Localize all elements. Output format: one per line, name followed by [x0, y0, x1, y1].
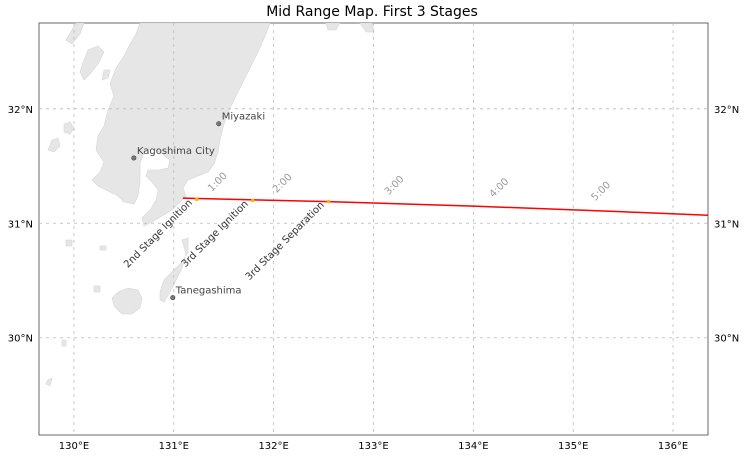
- lat-tick-label-left: 31°N: [8, 219, 33, 230]
- lat-tick-label-right: 32°N: [714, 105, 739, 116]
- land-shape: [63, 121, 75, 135]
- lon-tick-label: 131°E: [159, 441, 189, 452]
- land-shape: [45, 377, 53, 387]
- land-shape: [359, 23, 375, 33]
- land-shape: [61, 339, 67, 347]
- land-shape: [79, 45, 105, 81]
- map-title: Mid Range Map. First 3 Stages: [266, 4, 478, 20]
- lon-tick-label: 130°E: [59, 441, 89, 452]
- gridlines: [39, 23, 708, 435]
- city-label: Tanegashima: [175, 286, 242, 297]
- land-layer: [45, 23, 375, 387]
- lon-tick-label: 134°E: [458, 441, 488, 452]
- lon-tick-label: 136°E: [658, 441, 688, 452]
- stage-event-marker: [326, 199, 331, 204]
- land-shape: [99, 245, 107, 251]
- trajectory-layer: [182, 197, 708, 217]
- city-label: Kagoshima City: [137, 146, 215, 157]
- lat-tick-label-right: 31°N: [714, 219, 739, 230]
- land-shape: [101, 69, 111, 81]
- land-shape: [47, 137, 61, 153]
- lat-tick-label-left: 32°N: [8, 105, 33, 116]
- axis-ticks: 130°E 131°E 132°E 133°E 134°E 135°E 136°E 30°N 3…: [8, 105, 739, 452]
- lon-tick-label: 132°E: [258, 441, 288, 452]
- stage-event-marker: [194, 197, 199, 202]
- land-shape: [111, 287, 143, 315]
- city-marker: [216, 121, 222, 127]
- lat-tick-label-right: 30°N: [714, 334, 739, 345]
- stage-event-marker: [250, 198, 255, 203]
- rocket-trajectory-line: [182, 197, 708, 217]
- lon-tick-label: 135°E: [558, 441, 588, 452]
- land-shape: [325, 23, 341, 31]
- lat-tick-label-left: 30°N: [8, 334, 33, 345]
- city-marker: [170, 295, 176, 301]
- land-shape: [65, 23, 85, 45]
- land-shape: [65, 239, 73, 247]
- lon-tick-label: 133°E: [358, 441, 388, 452]
- land-shape: [93, 285, 101, 293]
- land-shape: [91, 23, 271, 227]
- city-label: Miyazaki: [222, 112, 265, 123]
- city-marker: [131, 155, 137, 161]
